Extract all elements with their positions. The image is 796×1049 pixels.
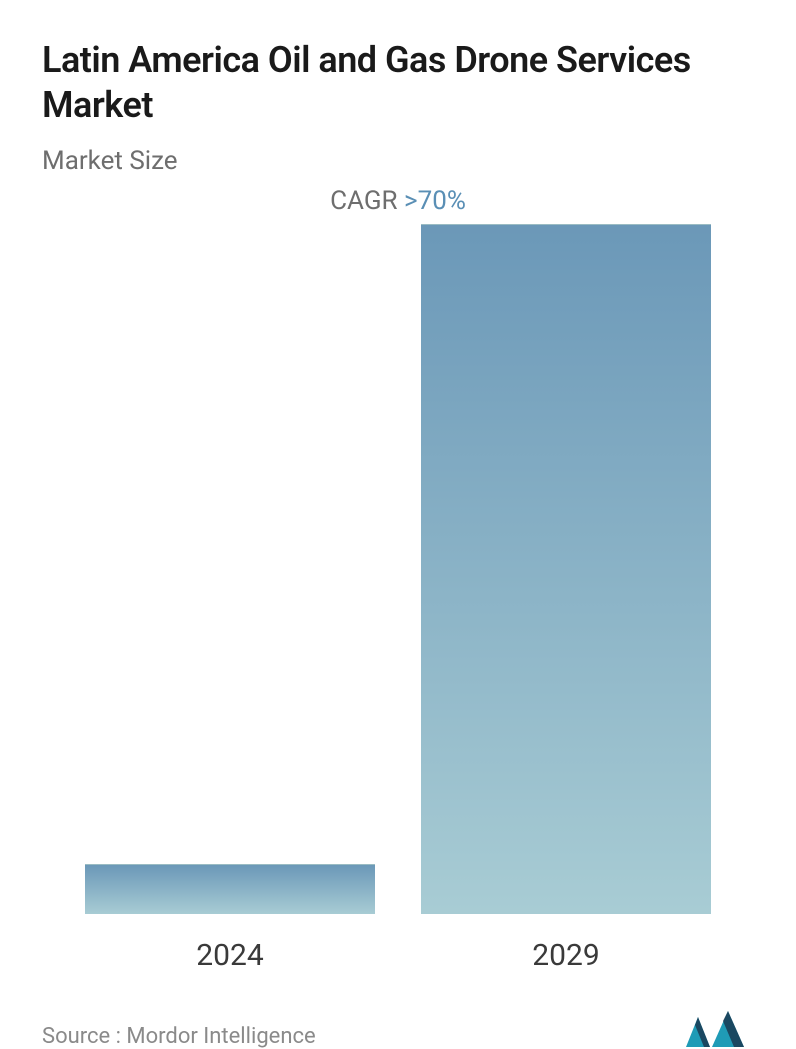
chart-container: Latin America Oil and Gas Drone Services… (0, 0, 796, 1034)
source-text: Source : Mordor Intelligence (42, 1024, 316, 1049)
bar-group-1: 2029 (415, 224, 717, 973)
chart-plot-area: 2024 2029 (42, 224, 754, 973)
bar-group-0: 2024 (79, 864, 381, 973)
bar-0 (85, 864, 375, 914)
bar-label-1: 2029 (532, 938, 599, 973)
chart-footer: Source : Mordor Intelligence (42, 1001, 754, 1049)
logo-icon (684, 1009, 754, 1049)
chart-title: Latin America Oil and Gas Drone Services… (42, 38, 754, 128)
cagr-row: CAGR >70% (42, 186, 754, 216)
brand-logo (684, 1009, 754, 1049)
cagr-value: >70% (404, 186, 466, 216)
cagr-label: CAGR (330, 186, 404, 216)
bar-1 (421, 224, 711, 914)
bar-label-0: 2024 (196, 938, 263, 973)
chart-subtitle: Market Size (42, 146, 754, 176)
